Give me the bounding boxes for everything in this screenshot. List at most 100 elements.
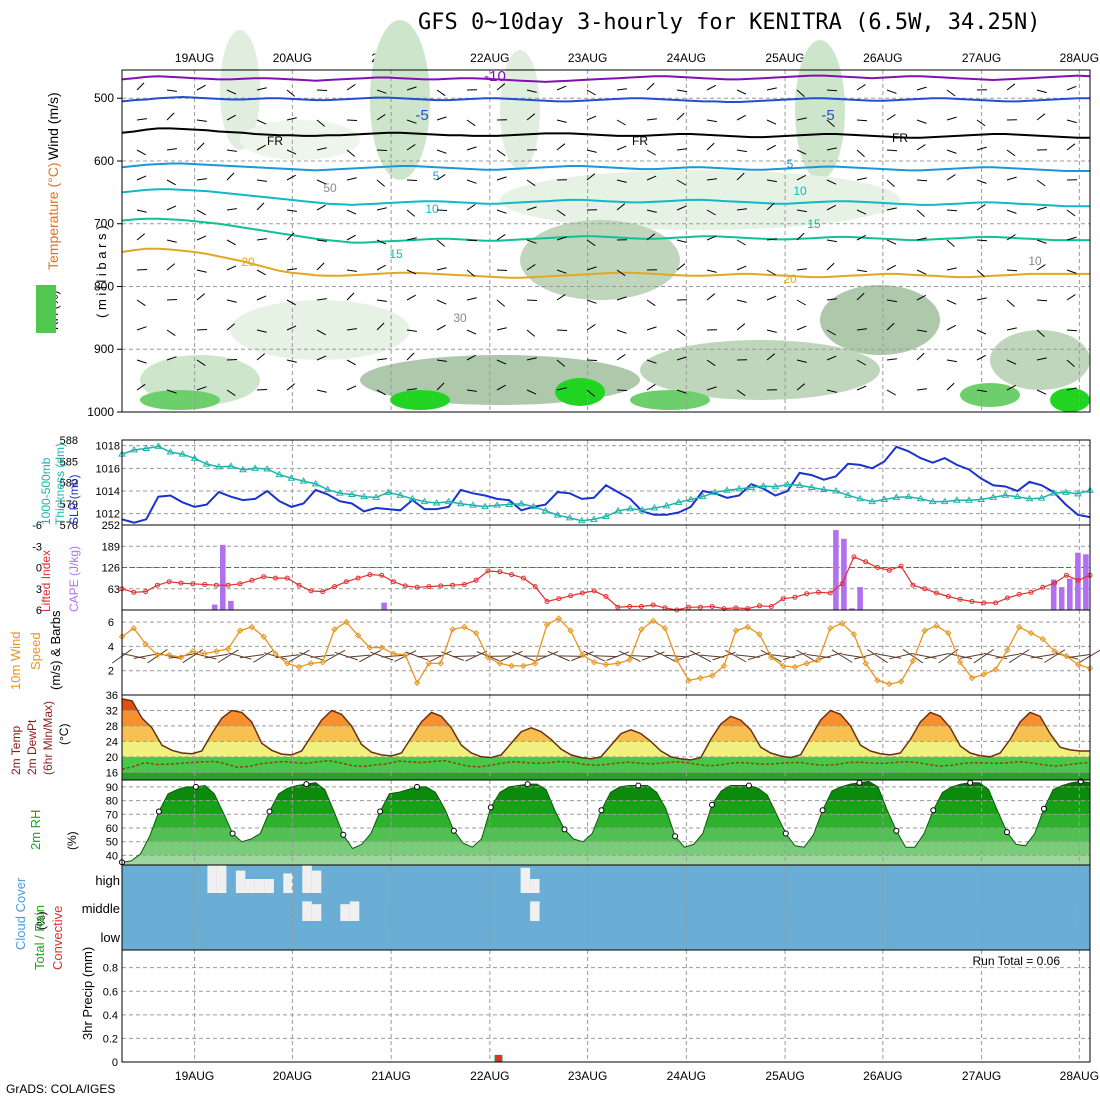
- lifted-index-marker: [1063, 572, 1069, 578]
- temp-tick-label: 24: [106, 736, 118, 748]
- wind-barb: [646, 82, 655, 91]
- rh-color-key: [36, 285, 56, 333]
- wind-speed-marker: [177, 654, 185, 661]
- wind-speed-marker: [779, 662, 787, 670]
- lifted-index-marker: [391, 579, 396, 585]
- lifted-index-marker: [922, 586, 928, 592]
- wind-barb: [616, 389, 628, 391]
- wind-barb: [226, 114, 236, 121]
- cape-bar: [1067, 578, 1073, 610]
- wind-barb: [226, 89, 237, 95]
- cape-bar: [1075, 552, 1081, 610]
- wind-speed-marker: [319, 658, 326, 666]
- wind-barb: [256, 269, 266, 276]
- rh-marker: [709, 801, 715, 808]
- date-label-bottom: 25AUG: [765, 1069, 804, 1083]
- wind-barb: [556, 293, 566, 301]
- wind-barb: [856, 385, 867, 391]
- wind-barb: [286, 174, 296, 181]
- thickness-marker: [735, 484, 743, 492]
- wind-barb: [226, 208, 237, 211]
- cape-axis-label-group: Lifted Index CAPE (J/kg): [39, 546, 81, 612]
- wind-barb: [466, 119, 476, 127]
- wind-barb: [946, 382, 955, 391]
- cape-tick-label: 126: [102, 563, 120, 575]
- lifted-index-marker: [686, 604, 692, 610]
- precip-tick-label: 0.8: [103, 963, 118, 975]
- wind-barb-10m: [405, 651, 429, 661]
- wind-barb: [1036, 206, 1047, 211]
- wind-speed-marker: [803, 660, 810, 667]
- wind-barb: [856, 149, 865, 157]
- lifted-index-marker: [851, 554, 857, 560]
- wind-barb-10m: [169, 653, 193, 659]
- temp-band: [122, 756, 1090, 773]
- wind-barb: [886, 299, 897, 303]
- wind-speed-marker: [827, 624, 834, 632]
- temperature-line: [121, 698, 1090, 761]
- wind-barb-10m: [359, 650, 381, 663]
- slp-tick-label: 1018: [96, 441, 120, 453]
- wind-barb: [286, 89, 296, 97]
- wind-barb-10m: [606, 651, 630, 661]
- date-label-bottom: 19AUG: [175, 1069, 214, 1083]
- wind-barb: [766, 144, 777, 151]
- lifted-index-marker: [261, 574, 267, 580]
- wind-speed-marker: [614, 660, 622, 667]
- thickness-marker: [819, 485, 828, 493]
- wind-barb: [616, 88, 627, 91]
- wind-barb: [646, 149, 656, 156]
- lifted-index-marker: [792, 594, 798, 600]
- wind-speed-marker: [850, 631, 858, 638]
- wind-speed-marker: [921, 627, 928, 634]
- wind-barb: [556, 387, 567, 391]
- wind-barb: [256, 295, 267, 301]
- wind-speed-marker: [366, 644, 374, 651]
- wind-barb: [286, 117, 297, 121]
- wind-barb: [1066, 359, 1075, 367]
- wind-barb: [286, 268, 297, 271]
- temperature-axis-label: Temperature (°C): [45, 162, 61, 270]
- wind-barb: [616, 353, 626, 361]
- lifted-index-marker: [816, 589, 821, 595]
- thickness-marker: [420, 497, 429, 505]
- cloud-level-label: middle: [82, 901, 120, 916]
- wind-speed-marker: [980, 671, 988, 678]
- temp-tick-label: 32: [106, 705, 118, 717]
- temperature-contour: [121, 95, 1090, 103]
- lifted-index-marker: [450, 582, 455, 588]
- wind-barb: [976, 204, 986, 211]
- wind-barb: [466, 146, 477, 151]
- thickness-marker: [287, 474, 296, 481]
- wind-barb: [706, 359, 716, 367]
- lifted-index-marker: [638, 604, 644, 609]
- wind-barb: [256, 119, 267, 125]
- thickness-units-label: Thickness (dm): [53, 443, 67, 525]
- wind-speed-marker: [378, 644, 385, 651]
- temperature-contour: [121, 217, 1090, 244]
- lifted-index-marker: [886, 567, 892, 573]
- wind-barb: [496, 327, 507, 331]
- lifted-index-marker: [627, 604, 633, 609]
- thickness-marker: [759, 482, 768, 489]
- thickness-marker: [626, 504, 635, 512]
- lifted-index-marker: [237, 581, 243, 587]
- wind-barb: [856, 84, 866, 91]
- wind-barb: [316, 262, 325, 271]
- wind-barb: [526, 329, 536, 337]
- wind-barb: [376, 149, 388, 151]
- date-label-top: 19AUG: [175, 51, 214, 65]
- thickness-marker: [444, 497, 453, 505]
- wind-barb: [976, 269, 985, 277]
- wind-barb: [856, 269, 867, 273]
- wind-speed-marker: [413, 679, 421, 687]
- wind-barb: [676, 263, 686, 271]
- wind-barb: [496, 149, 506, 157]
- wind-barb: [406, 86, 417, 91]
- rh-marker: [1040, 805, 1047, 812]
- lifted-index-marker: [178, 580, 184, 586]
- rh-marker: [450, 827, 457, 834]
- wind-barb: [376, 207, 387, 211]
- wind-barb: [646, 209, 657, 213]
